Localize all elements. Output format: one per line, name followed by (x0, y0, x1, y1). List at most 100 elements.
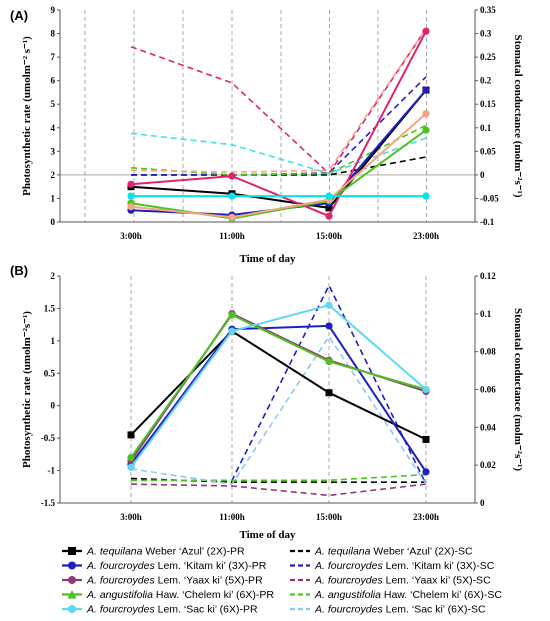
legend-item: A. tequilana Weber ‘Azul’ (2X)-SC (290, 546, 473, 558)
legend-species: A. fourcroydes (86, 575, 155, 587)
legend-marker (67, 590, 77, 599)
left-tick-label: 6 (51, 76, 56, 86)
photosynthesis-series-line (130, 324, 427, 473)
data-point (325, 389, 333, 397)
legend-label: A. fourcroydes Lem. ‘Sac ki’ (6X)-SC (314, 604, 486, 616)
right-tick-label: 0.1 (480, 123, 492, 133)
photosynthesis-series-line (130, 304, 427, 468)
legend-species: A. tequilana (314, 546, 371, 558)
legend-label: A. fourcroydes Lem. ‘Sac ki’ (6X)-PR (86, 604, 258, 616)
x-tick-label: 3:00h (120, 512, 142, 522)
data-point (422, 435, 430, 443)
left-axis-title: Photosynthetic rate (umolm⁻² s⁻¹) (21, 36, 33, 196)
left-tick-label: 0 (51, 217, 56, 227)
x-tick-label: 15:00h (316, 512, 342, 522)
left-tick-label: 9 (51, 5, 56, 15)
legend-species: A. fourcroydes (86, 560, 155, 572)
data-point (325, 322, 333, 330)
right-tick-label: -0.05 (480, 193, 499, 203)
conductance-series-line (131, 283, 427, 485)
data-point (422, 192, 430, 200)
legend-item: A. angustifolia Haw. ‘Chelem ki’ (6X)-SC (290, 589, 502, 601)
right-axis-title: Stomatal conductance (molm⁻²s⁻¹) (512, 34, 524, 197)
conductance-series-line (131, 156, 427, 176)
data-point (127, 192, 135, 200)
legend-label: A. fourcroydes Lem. ‘Yaax ki’ (5X)-SC (314, 575, 491, 587)
right-tick-label: 0 (480, 170, 485, 180)
right-tick-label: 0.25 (480, 52, 496, 62)
left-tick-label: 1 (51, 193, 56, 203)
legend-label: A. tequilana Weber ‘Azul’ (2X)-PR (86, 546, 245, 558)
data-point (422, 110, 430, 118)
data-point (127, 454, 135, 462)
left-tick-label: 0.5 (44, 368, 56, 378)
legend-cultivar: Lem. ‘Kitam ki’ (3X)-SC (383, 560, 495, 572)
conductance-series-line (130, 28, 427, 173)
right-tick-label: -0.1 (480, 217, 495, 227)
legend-cultivar: Lem. ‘Yaax ki’ (5X)-PR (155, 575, 263, 587)
legend-cultivar: Haw. ‘Chelem ki’ (6X)-PR (153, 589, 274, 601)
photosynthesis-series-line (130, 30, 427, 218)
left-tick-label: 7 (51, 52, 56, 62)
x-tick-label: 11:00h (219, 231, 245, 241)
legend-species: A. fourcroydes (86, 604, 155, 616)
legend-cultivar: Lem. ‘Sac ki’ (6X)-SC (383, 604, 486, 616)
right-tick-label: 0.1 (480, 309, 492, 319)
conductance-series-line (130, 335, 427, 485)
legend-label: A. fourcroydes Lem. ‘Kitam ki’ (3X)-SC (314, 560, 495, 572)
x-axis-title: Time of day (239, 529, 296, 541)
legend-label: A. tequilana Weber ‘Azul’ (2X)-SC (314, 546, 473, 558)
legend-item: A. fourcroydes Lem. ‘Kitam ki’ (3X)-PR (62, 560, 267, 572)
conductance-series-line (130, 28, 427, 175)
data-point (228, 172, 236, 180)
right-tick-label: 0.02 (480, 460, 496, 470)
legend-item: A. fourcroydes Lem. ‘Yaax ki’ (5X)-SC (290, 575, 491, 587)
legend-species: A. fourcroydes (314, 575, 383, 587)
left-tick-label: 1 (51, 336, 56, 346)
data-point (325, 204, 333, 212)
data-point (325, 192, 333, 200)
legend-item: A. angustifolia Haw. ‘Chelem ki’ (6X)-PR (62, 589, 274, 601)
legend-cultivar: Haw. ‘Chelem ki’ (6X)-SC (381, 589, 502, 601)
right-tick-label: 0.04 (480, 422, 496, 432)
right-tick-label: 0.3 (480, 29, 492, 39)
right-tick-label: 0.12 (480, 271, 496, 281)
legend-marker (68, 605, 76, 613)
data-point (228, 311, 236, 319)
data-point (228, 327, 236, 335)
data-point (127, 463, 135, 471)
legend-cultivar: Weber ‘Azul’ (2X)-SC (370, 546, 473, 558)
legend-species: A. fourcroydes (314, 604, 383, 616)
data-point (422, 468, 430, 476)
legend-cultivar: Lem. ‘Sac ki’ (6X)-PR (155, 604, 258, 616)
legend-item: A. fourcroydes Lem. ‘Kitam ki’ (3X)-SC (290, 560, 495, 572)
photosynthesis-series-line (130, 313, 427, 459)
left-tick-label: 1.5 (44, 303, 56, 313)
right-tick-label: 0.2 (480, 76, 492, 86)
right-tick-label: 0.06 (480, 385, 496, 395)
left-tick-label: 4 (51, 123, 56, 133)
x-tick-label: 15:00h (316, 231, 342, 241)
conductance-series-line (130, 124, 427, 176)
x-tick-label: 11:00h (219, 512, 245, 522)
data-point (422, 27, 430, 35)
x-axis-title: Time of day (239, 253, 296, 265)
conductance-series-line (131, 76, 427, 176)
data-point (325, 358, 333, 366)
legend-marker (68, 547, 76, 555)
x-tick-label: 23:00h (413, 231, 439, 241)
legend-species: A. fourcroydes (314, 560, 383, 572)
data-point (127, 180, 135, 188)
left-tick-label: 0 (51, 401, 56, 411)
panel-label: (A) (10, 8, 28, 23)
legend-marker (68, 561, 76, 570)
data-point (127, 431, 135, 439)
panel-label: (B) (10, 263, 28, 278)
right-tick-label: 0 (480, 498, 485, 508)
right-axis-title: Stomatal conductance (molm⁻²s⁻¹) (512, 308, 524, 471)
x-tick-label: 23:00h (413, 512, 439, 522)
left-tick-label: 2 (51, 170, 56, 180)
photosynthesis-series-line (130, 89, 427, 209)
legend-species: A. angustifolia (86, 589, 153, 601)
